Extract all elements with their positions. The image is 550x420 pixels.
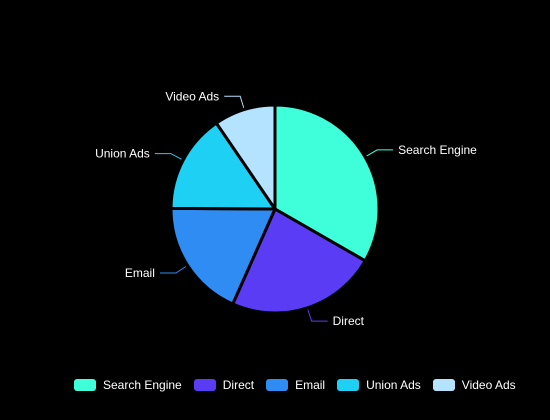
leader-line xyxy=(366,149,394,157)
pie-slice-video-ads[interactable] xyxy=(214,103,277,211)
legend-label: Email xyxy=(295,378,326,392)
pie-slice-direct[interactable] xyxy=(231,207,367,315)
pie-slice-union-ads[interactable] xyxy=(169,121,277,211)
legend-label: Union Ads xyxy=(366,378,421,392)
pie-slice-email[interactable] xyxy=(169,206,277,306)
leader-line xyxy=(159,266,187,274)
slice-labels: Search Engine Direct Email Union Ads Video A… xyxy=(95,89,477,328)
legend-item-direct[interactable]: Direct xyxy=(193,378,255,392)
legend-swatch xyxy=(193,379,216,391)
slice-label: Video Ads xyxy=(165,89,219,103)
slice-label: Search Engine xyxy=(398,143,477,157)
legend-swatch xyxy=(337,379,360,391)
legend-item-union-ads[interactable]: Union Ads xyxy=(337,378,421,392)
legend-swatch xyxy=(74,379,96,391)
legend-label: Search Engine xyxy=(103,378,182,392)
pie-slices xyxy=(169,103,381,315)
slice-label: Email xyxy=(125,266,155,280)
leader-line xyxy=(154,153,182,160)
legend: Search Engine Direct Email Union Ads Vid… xyxy=(74,378,516,392)
legend-item-email[interactable]: Email xyxy=(266,378,325,392)
slice-label: Union Ads xyxy=(95,147,150,161)
legend-swatch xyxy=(266,379,289,391)
pie-slice-search-engine[interactable] xyxy=(273,103,381,263)
legend-item-video-ads[interactable]: Video Ads xyxy=(432,378,516,392)
legend-label: Video Ads xyxy=(461,378,516,392)
legend-label: Direct xyxy=(222,378,255,392)
leader-line xyxy=(307,309,328,322)
slice-label: Direct xyxy=(333,314,365,328)
legend-swatch xyxy=(432,379,455,391)
label-leader-lines xyxy=(154,95,394,322)
legend-item-search-engine[interactable]: Search Engine xyxy=(74,378,182,392)
leader-line xyxy=(224,95,245,108)
